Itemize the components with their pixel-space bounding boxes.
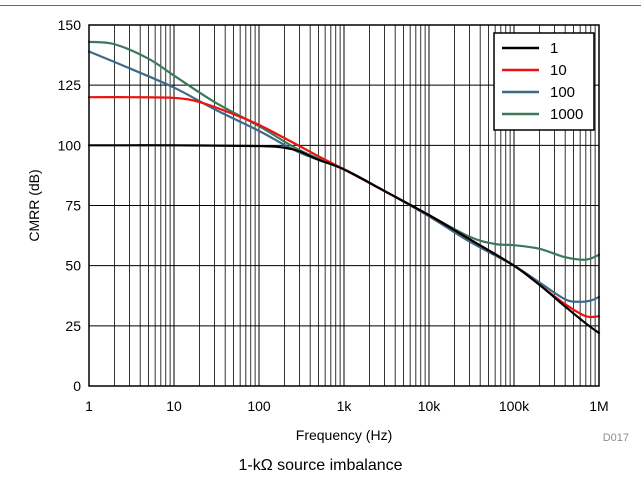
x-axis-label: Frequency (Hz)	[296, 427, 392, 443]
series-layer	[87, 40, 601, 335]
series-line-1	[87, 144, 601, 335]
y-tick-label: 0	[73, 378, 81, 394]
x-tick-label: 10k	[418, 398, 442, 414]
y-tick-label: 25	[65, 318, 81, 334]
legend-label-1000: 1000	[550, 106, 583, 123]
legend-label-10: 10	[550, 62, 567, 79]
figure-code: D017	[603, 432, 629, 444]
x-tick-label: 1	[85, 398, 93, 414]
y-tick-labels: 0 25 50 75 100 125 150	[58, 17, 82, 394]
y-axis-label: CMRR (dB)	[26, 169, 42, 241]
x-tick-label: 1M	[589, 398, 608, 414]
x-tick-label: 1k	[337, 398, 353, 414]
legend-label-100: 100	[550, 84, 575, 101]
y-tick-label: 150	[58, 17, 82, 33]
y-tick-label: 75	[65, 198, 81, 214]
x-tick-label: 100k	[499, 398, 530, 414]
legend-label-1: 1	[550, 40, 558, 57]
x-tick-label: 100	[247, 398, 271, 414]
plot-frame	[88, 24, 600, 387]
x-tick-label: 10	[166, 398, 182, 414]
figure-caption: 1-kΩ source imbalance	[238, 457, 403, 474]
y-tick-label: 50	[65, 258, 81, 274]
y-tick-label: 100	[58, 137, 82, 153]
top-rule	[0, 5, 641, 6]
y-tick-label: 125	[58, 77, 82, 93]
x-tick-labels: 1 10 100 1k 10k 100k 1M	[85, 398, 609, 414]
legend: 1 10 100 1000	[493, 32, 595, 131]
